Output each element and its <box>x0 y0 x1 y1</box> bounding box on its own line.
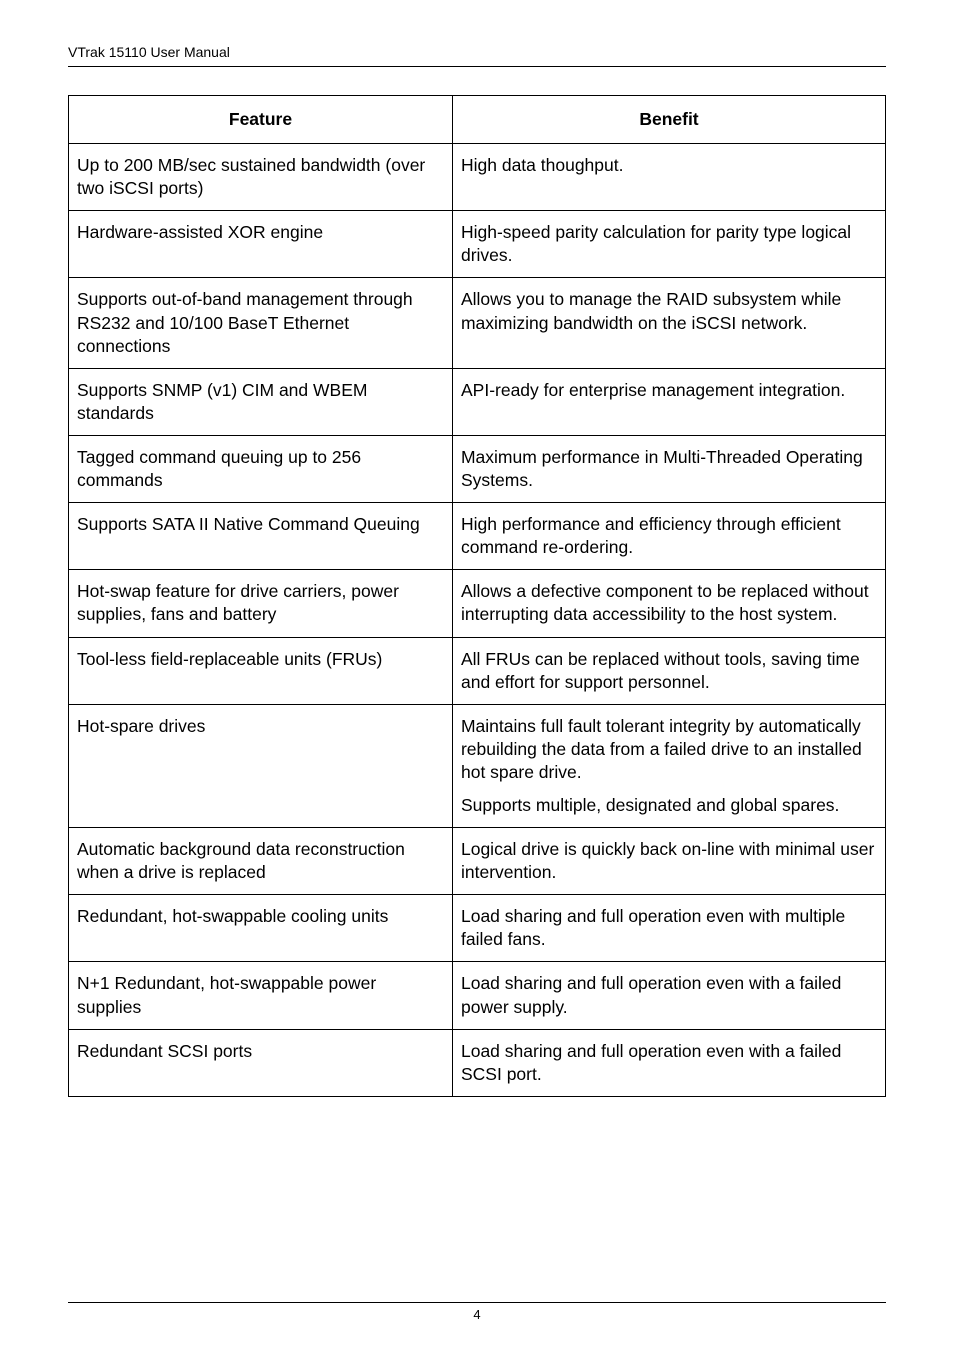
table-row: Hardware-assisted XOR engine High-speed … <box>69 211 886 278</box>
table-row: Hot-swap feature for drive carriers, pow… <box>69 570 886 637</box>
benefit-cell: Load sharing and full operation even wit… <box>452 962 885 1029</box>
table-row: Supports SNMP (v1) CIM and WBEM standard… <box>69 368 886 435</box>
table-row: Automatic background data reconstruction… <box>69 828 886 895</box>
table-row: Hot-spare drives Maintains full fault to… <box>69 704 886 827</box>
feature-cell: Up to 200 MB/sec sustained bandwidth (ov… <box>69 144 453 211</box>
feature-benefit-table: Feature Benefit Up to 200 MB/sec sustain… <box>68 95 886 1097</box>
benefit-cell: High performance and efficiency through … <box>452 503 885 570</box>
feature-cell: Hot-swap feature for drive carriers, pow… <box>69 570 453 637</box>
feature-cell: Automatic background data reconstruction… <box>69 828 453 895</box>
benefit-cell: Load sharing and full operation even wit… <box>452 895 885 962</box>
feature-cell: Tool-less field-replaceable units (FRUs) <box>69 637 453 704</box>
table-row: Redundant, hot-swappable cooling units L… <box>69 895 886 962</box>
benefit-para-2: Supports multiple, designated and global… <box>461 794 877 817</box>
table-row: Supports SATA II Native Command Queuing … <box>69 503 886 570</box>
table-row: Tagged command queuing up to 256 command… <box>69 435 886 502</box>
table-row: Supports out-of-band management through … <box>69 278 886 368</box>
benefit-cell: Logical drive is quickly back on-line wi… <box>452 828 885 895</box>
benefit-para-1: Maintains full fault tolerant integrity … <box>461 715 877 784</box>
feature-cell: Supports out-of-band management through … <box>69 278 453 368</box>
benefit-cell: All FRUs can be replaced without tools, … <box>452 637 885 704</box>
feature-cell: Redundant, hot-swappable cooling units <box>69 895 453 962</box>
table-row: N+1 Redundant, hot-swappable power suppl… <box>69 962 886 1029</box>
benefit-cell: Maintains full fault tolerant integrity … <box>452 704 885 827</box>
feature-cell: Hardware-assisted XOR engine <box>69 211 453 278</box>
table-header-row: Feature Benefit <box>69 96 886 144</box>
table-row: Up to 200 MB/sec sustained bandwidth (ov… <box>69 144 886 211</box>
feature-cell: Tagged command queuing up to 256 command… <box>69 435 453 502</box>
benefit-cell: High data thoughput. <box>452 144 885 211</box>
feature-cell: Supports SATA II Native Command Queuing <box>69 503 453 570</box>
benefit-cell: High-speed parity calculation for parity… <box>452 211 885 278</box>
col-header-feature: Feature <box>69 96 453 144</box>
benefit-cell: Load sharing and full operation even wit… <box>452 1029 885 1096</box>
feature-cell: Supports SNMP (v1) CIM and WBEM standard… <box>69 368 453 435</box>
feature-cell: Redundant SCSI ports <box>69 1029 453 1096</box>
benefit-cell: Allows a defective component to be repla… <box>452 570 885 637</box>
table-row: Redundant SCSI ports Load sharing and fu… <box>69 1029 886 1096</box>
header-title: VTrak 15110 User Manual <box>68 44 230 60</box>
col-header-benefit: Benefit <box>452 96 885 144</box>
table-row: Tool-less field-replaceable units (FRUs)… <box>69 637 886 704</box>
footer-divider <box>68 1302 886 1303</box>
benefit-cell: Allows you to manage the RAID subsystem … <box>452 278 885 368</box>
page-number: 4 <box>473 1307 480 1322</box>
page-header: VTrak 15110 User Manual <box>68 44 886 67</box>
page-footer: 4 <box>68 1302 886 1322</box>
feature-cell: N+1 Redundant, hot-swappable power suppl… <box>69 962 453 1029</box>
feature-cell: Hot-spare drives <box>69 704 453 827</box>
benefit-cell: Maximum performance in Multi-Threaded Op… <box>452 435 885 502</box>
benefit-cell: API-ready for enterprise management inte… <box>452 368 885 435</box>
